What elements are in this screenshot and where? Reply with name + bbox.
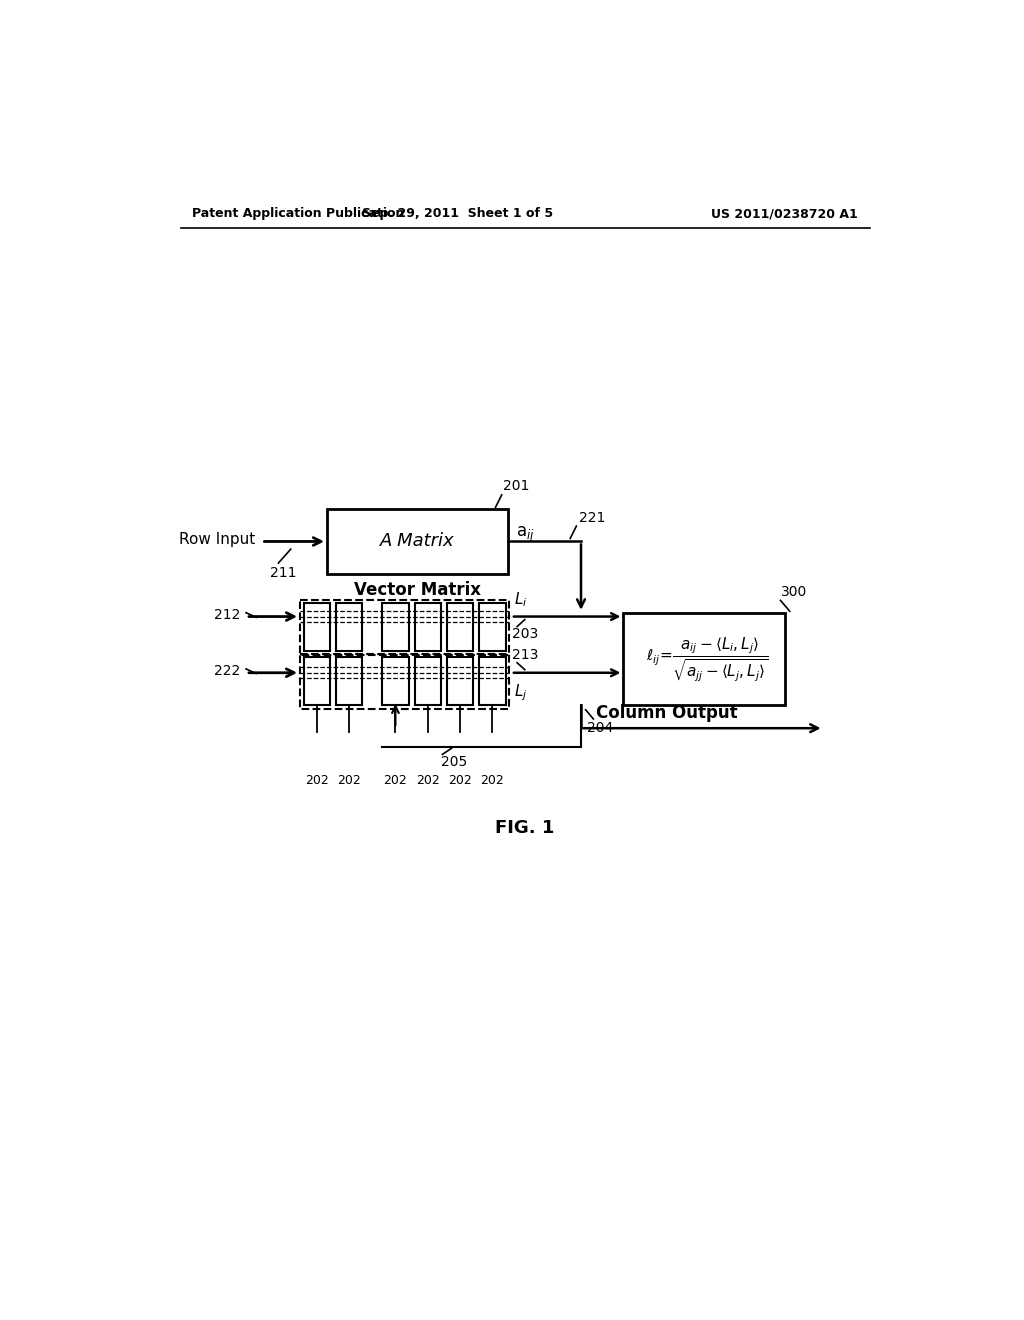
Bar [336,657,362,705]
Bar [382,657,409,705]
Text: 201: 201 [503,479,529,494]
Text: 212: 212 [214,609,240,622]
Text: 222: 222 [214,664,240,678]
Bar [336,603,362,651]
Bar [447,657,473,705]
Bar [415,603,441,651]
Text: A Matrix: A Matrix [380,532,455,550]
Text: $L_i$: $L_i$ [514,590,527,609]
Bar [479,657,506,705]
Bar [304,657,330,705]
Text: 203: 203 [512,627,539,642]
Text: 211: 211 [269,566,296,579]
Bar [447,603,473,651]
Text: Vector Matrix: Vector Matrix [354,581,481,598]
Text: 202: 202 [449,775,472,788]
Text: 205: 205 [441,755,467,770]
Text: 202: 202 [480,775,505,788]
Text: US 2011/0238720 A1: US 2011/0238720 A1 [712,207,858,220]
Text: 300: 300 [781,585,808,599]
Text: Column Output: Column Output [596,704,738,722]
Bar [304,603,330,651]
Bar [624,612,785,705]
Text: 202: 202 [384,775,408,788]
Text: 202: 202 [416,775,439,788]
Bar [300,599,509,655]
Text: 221: 221 [580,511,606,524]
Text: Patent Application Publication: Patent Application Publication [193,207,404,220]
Text: 202: 202 [337,775,361,788]
Bar [300,653,509,709]
Text: 213: 213 [512,648,539,663]
Bar [415,657,441,705]
Text: Sep. 29, 2011  Sheet 1 of 5: Sep. 29, 2011 Sheet 1 of 5 [362,207,553,220]
Text: $L_j$: $L_j$ [514,682,527,702]
Text: FIG. 1: FIG. 1 [496,820,554,837]
Text: $\mathregular{a}_{ij}$: $\mathregular{a}_{ij}$ [515,525,535,545]
Text: 202: 202 [305,775,329,788]
Bar [327,508,508,574]
Text: $\it{\ell}_{ij}\!=\!\dfrac{a_{ij}-\langle L_i,L_j\rangle}{\sqrt{a_{jj}-\langle L: $\it{\ell}_{ij}\!=\!\dfrac{a_{ij}-\langl… [646,635,769,682]
Text: 204: 204 [587,721,613,734]
Text: Row Input: Row Input [179,532,255,548]
Bar [382,603,409,651]
Bar [479,603,506,651]
